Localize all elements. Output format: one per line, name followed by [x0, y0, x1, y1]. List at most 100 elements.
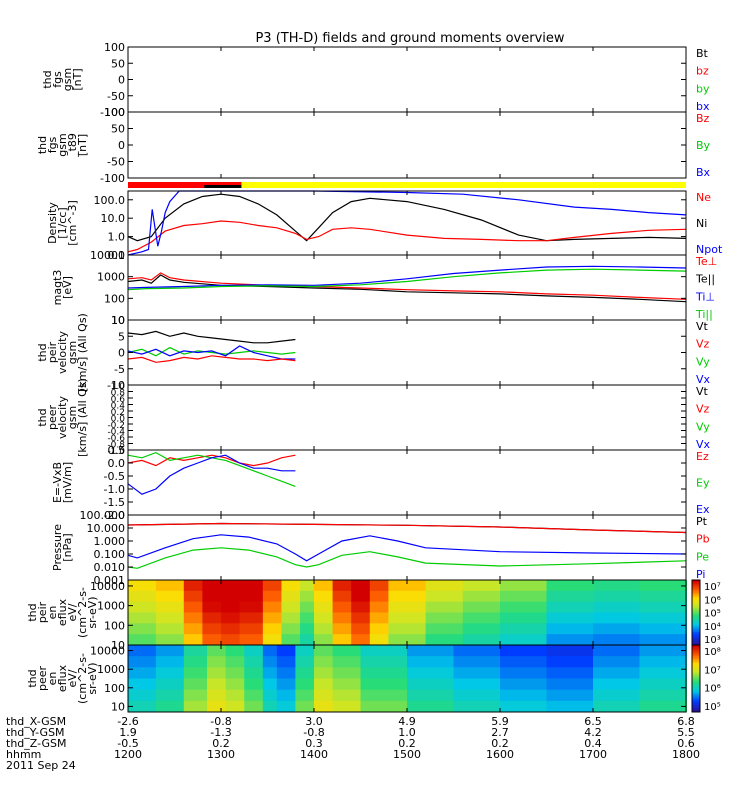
spectrogram-cell [500, 612, 547, 624]
spectrogram-cell [262, 590, 282, 603]
spectrogram-cell [546, 612, 594, 624]
legend-label: Pi [696, 568, 705, 581]
spectrogram-cell [546, 580, 594, 592]
y-axis-label: peir [46, 341, 59, 363]
y-axis-label: [km/s] (All Qs) [76, 313, 89, 392]
spectrogram-cell [155, 590, 185, 603]
spectrogram-cell [546, 623, 594, 635]
y-axis-label: (cm^2-s- [76, 587, 89, 638]
x-axis-value: 1.9 [119, 726, 137, 739]
spectrogram-cell [225, 667, 245, 679]
colorbar-tick-label: 10⁴ [704, 622, 721, 633]
colorbar-cell [692, 647, 700, 650]
spectrogram-cell [407, 678, 454, 691]
y-axis-label: sr-eV) [86, 662, 99, 694]
spectrogram-cell [300, 634, 315, 646]
spectrogram-cell [295, 656, 315, 668]
spectrogram-cell [244, 678, 264, 691]
y-tick-label: 1.0 [108, 231, 126, 244]
spectrogram-cell [546, 590, 594, 603]
spectrogram-cell [332, 645, 361, 657]
spectrogram-cell [128, 678, 157, 691]
x-axis-value: 0.3 [305, 737, 323, 750]
spectrogram-cell [314, 645, 334, 657]
spectrogram-cell [593, 612, 640, 624]
spectrogram-cell [639, 700, 687, 713]
spectrogram-cell [546, 634, 594, 646]
colorbar-cell [692, 614, 700, 618]
spectrogram-cell [369, 612, 389, 624]
spectrogram-cell [244, 700, 264, 713]
spectrogram-cell [202, 590, 222, 603]
y-tick-label: 5 [118, 330, 125, 343]
x-axis-value: 1400 [300, 748, 328, 761]
legend-label: Te⊥ [695, 255, 717, 268]
spectrogram-cell [351, 634, 371, 646]
spectrogram-cell [332, 612, 352, 624]
spectrogram-cell [593, 689, 640, 702]
x-axis-row-label: thd_X-GSM [6, 715, 66, 728]
legend-label: Bz [696, 112, 710, 125]
status-bar-segment [241, 182, 686, 188]
y-tick-label: -10 [107, 379, 125, 392]
spectrogram-cell [332, 667, 361, 679]
spectrogram-cell [276, 700, 296, 713]
series-line [127, 454, 296, 467]
spectrogram-cell [281, 634, 301, 646]
legend-label: Ey [696, 477, 710, 490]
spectrogram-cell [155, 601, 185, 613]
colorbar-cell [692, 599, 700, 603]
y-tick-label: -50 [107, 156, 125, 169]
spectrogram-cell [593, 634, 640, 646]
spectrogram-cell [262, 601, 282, 613]
status-bar-segment [128, 182, 242, 188]
legend-label: bz [696, 65, 709, 78]
spectrogram-cell [262, 634, 282, 646]
y-tick-label: 100 [104, 292, 125, 305]
spectrogram-cell [276, 645, 296, 657]
x-axis-value: 4.9 [398, 715, 416, 728]
colorbar-cell [692, 636, 700, 639]
spectrogram-cell [155, 667, 185, 679]
colorbar-cell [692, 700, 700, 704]
x-axis-value: 1200 [114, 748, 142, 761]
colorbar-tick-label: 10⁵ [704, 609, 721, 620]
x-axis-value: 0.4 [584, 737, 602, 750]
spectrogram-cell [221, 623, 241, 635]
legend-label: Pe [696, 550, 709, 563]
spectrogram-cell [281, 590, 301, 603]
y-tick-label: -1.0 [104, 483, 125, 496]
y-tick-label: 10 [111, 314, 125, 327]
spectrogram-cell [183, 612, 203, 624]
colorbar-cell [692, 703, 700, 706]
colorbar-cell [692, 669, 700, 673]
spectrogram-cell [639, 612, 687, 624]
spectrogram-cell [128, 580, 157, 592]
y-axis-label: fgs [46, 136, 59, 153]
spectrogram-cell [639, 623, 687, 635]
series-line [127, 345, 296, 360]
spectrogram-cell [360, 656, 408, 668]
series-line [127, 330, 296, 344]
spectrogram-cell [332, 700, 361, 713]
legend-label: Ti|| [695, 308, 713, 321]
spectrogram-cell [369, 590, 389, 603]
spectrogram-cell [262, 678, 278, 691]
x-axis-value: -0.8 [303, 726, 324, 739]
y-tick-label: 0.6 [111, 395, 126, 405]
y-axis-label: gsm [66, 341, 79, 364]
spectrogram-cell [360, 667, 408, 679]
y-axis-label: E=-VxB [51, 462, 64, 503]
spectrogram-cell [369, 580, 389, 592]
x-axis-value: 0.6 [677, 737, 695, 750]
spectrogram-cell [128, 601, 157, 613]
colorbar-cell [692, 634, 700, 637]
spectrogram-cell [295, 689, 315, 702]
spectrogram-cell [332, 634, 352, 646]
spectrogram-cell [225, 645, 245, 657]
colorbar-cell [692, 601, 700, 605]
x-axis-value: 1700 [579, 748, 607, 761]
spectrogram-cell [276, 656, 296, 668]
spectrogram-cell [425, 634, 464, 646]
spectrogram-cell [351, 590, 371, 603]
